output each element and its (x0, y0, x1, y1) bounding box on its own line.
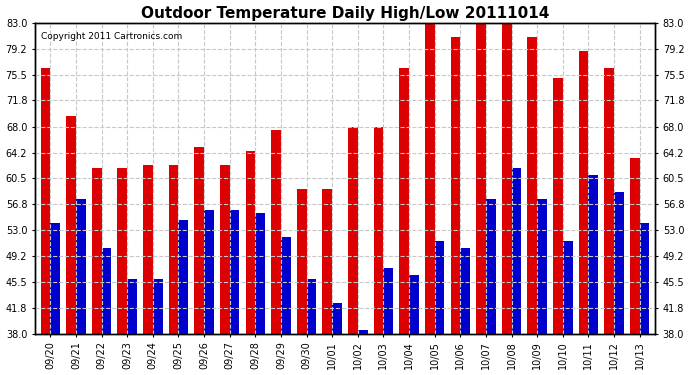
Bar (358, 330, 368, 334)
Bar (246, 151, 255, 334)
Bar (50, 224, 60, 334)
Bar (297, 189, 306, 334)
Bar (409, 275, 419, 334)
Bar (435, 241, 444, 334)
Bar (152, 279, 163, 334)
Bar (255, 213, 265, 334)
Bar (332, 303, 342, 334)
Bar (563, 241, 573, 334)
Bar (425, 23, 435, 334)
Bar (511, 168, 522, 334)
Bar (41, 68, 50, 334)
Bar (195, 147, 204, 334)
Bar (538, 199, 547, 334)
Bar (486, 199, 495, 334)
Title: Outdoor Temperature Daily High/Low 20111014: Outdoor Temperature Daily High/Low 20111… (141, 6, 549, 21)
Bar (322, 189, 332, 334)
Bar (271, 130, 281, 334)
Bar (101, 248, 111, 334)
Bar (502, 23, 511, 334)
Bar (348, 127, 358, 334)
Bar (230, 210, 239, 334)
Bar (204, 210, 214, 334)
Bar (640, 224, 649, 334)
Bar (476, 23, 486, 334)
Text: Copyright 2011 Cartronics.com: Copyright 2011 Cartronics.com (41, 32, 182, 41)
Bar (460, 248, 470, 334)
Bar (220, 165, 230, 334)
Bar (384, 268, 393, 334)
Bar (127, 279, 137, 334)
Bar (117, 168, 127, 334)
Bar (179, 220, 188, 334)
Bar (306, 279, 316, 334)
Bar (281, 237, 290, 334)
Bar (92, 168, 101, 334)
Bar (614, 192, 624, 334)
Bar (604, 68, 614, 334)
Bar (76, 199, 86, 334)
Bar (527, 37, 538, 334)
Bar (168, 165, 179, 334)
Bar (400, 68, 409, 334)
Bar (66, 116, 76, 334)
Bar (553, 78, 563, 334)
Bar (589, 175, 598, 334)
Bar (630, 158, 640, 334)
Bar (579, 51, 589, 334)
Bar (374, 127, 384, 334)
Bar (143, 165, 152, 334)
Bar (451, 37, 460, 334)
